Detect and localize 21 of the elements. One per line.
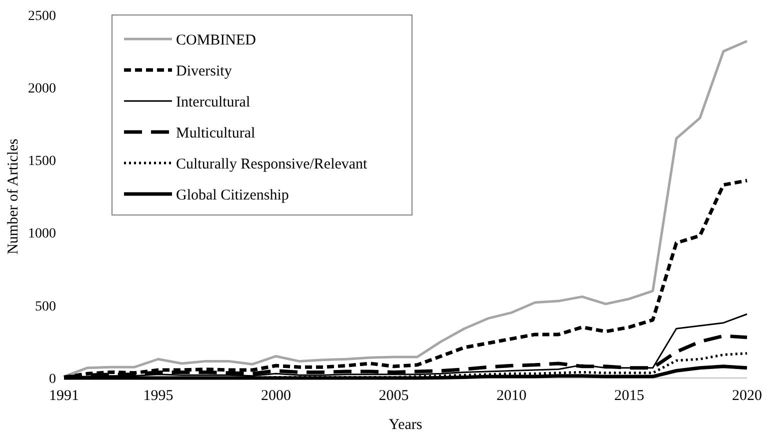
x-tick-label: 2010 <box>496 388 526 404</box>
y-axis-title: Number of Articles <box>5 138 22 254</box>
x-tick-label: 2005 <box>378 388 409 404</box>
legend-label: Global Citizenship <box>176 187 289 204</box>
x-tick-label: 2015 <box>614 388 644 404</box>
y-tick-label: 2000 <box>28 82 56 96</box>
legend-label: Multicultural <box>176 125 256 142</box>
legend-label: Culturally Responsive/Relevant <box>176 156 368 172</box>
x-tick-label: 1991 <box>49 388 79 404</box>
y-tick-label: 500 <box>35 299 56 314</box>
x-tick-label: 1995 <box>143 388 174 404</box>
y-tick-label: 1500 <box>28 154 56 170</box>
y-tick-label: 2500 <box>28 8 56 24</box>
y-tick-label: 1000 <box>28 226 56 242</box>
x-tick-label: 2000 <box>260 388 291 404</box>
x-axis-title: Years <box>388 417 422 433</box>
y-tick-label: 0 <box>49 372 56 387</box>
legend-label: COMBINED <box>176 32 256 48</box>
legend-label: Diversity <box>176 63 232 80</box>
x-tick-label: 2020 <box>732 388 762 404</box>
legend-label: Intercultural <box>176 94 250 110</box>
